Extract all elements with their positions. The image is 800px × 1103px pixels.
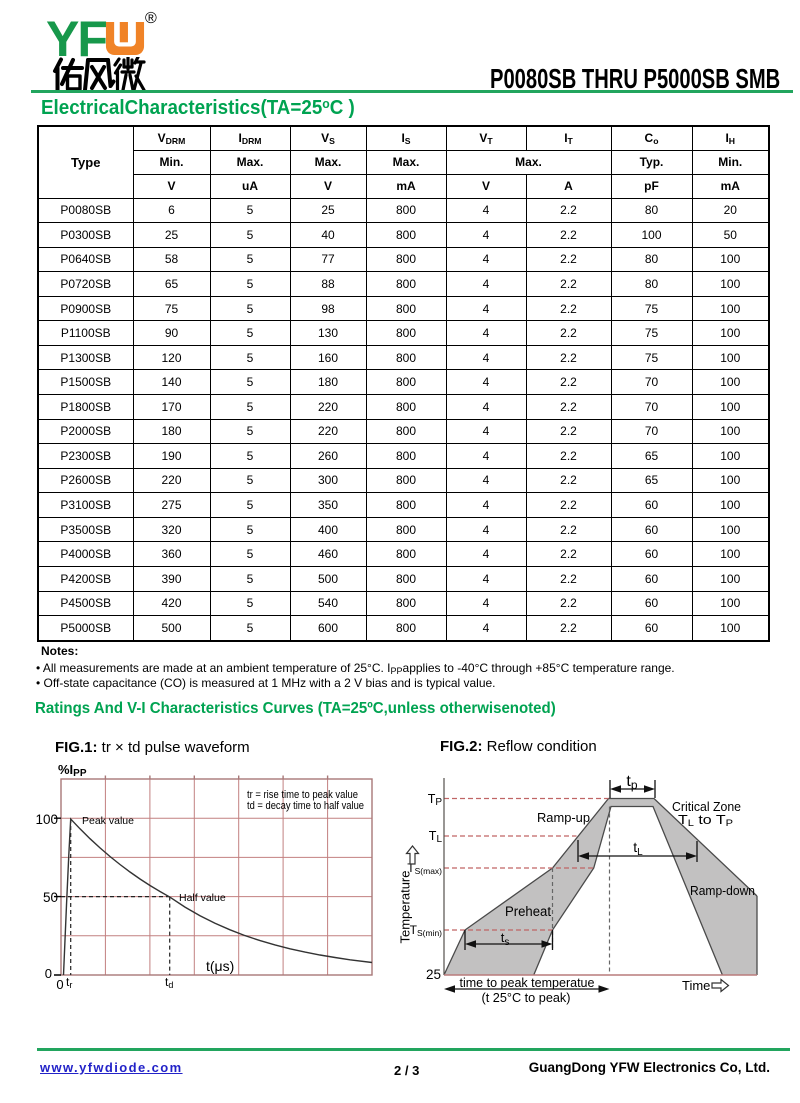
svg-text:t(μs): t(μs) <box>206 958 234 974</box>
svg-text:Temperature: Temperature <box>398 871 413 944</box>
svg-text:tL: tL <box>633 839 643 858</box>
svg-text:Critical Zone: Critical Zone <box>672 799 741 814</box>
svg-text:Ramp-down: Ramp-down <box>690 884 755 898</box>
svg-text:td = decay time to half value: td = decay time to half value <box>247 800 364 812</box>
svg-text:time to peak temperatue: time to peak temperatue <box>460 975 595 990</box>
svg-text:100: 100 <box>35 812 58 827</box>
svg-text:TS(min): TS(min) <box>410 923 443 938</box>
svg-text:TL: TL <box>429 829 443 845</box>
svg-text:td: td <box>165 975 173 990</box>
svg-text:50: 50 <box>43 890 58 905</box>
svg-text:TL to TP: TL to TP <box>678 812 733 828</box>
svg-text:Preheat: Preheat <box>505 904 551 919</box>
svg-text:25: 25 <box>426 967 441 982</box>
svg-text:Ramp-up: Ramp-up <box>537 810 590 825</box>
svg-text:Half value: Half value <box>179 892 226 904</box>
svg-text:0: 0 <box>45 966 52 981</box>
svg-text:Time: Time <box>682 978 710 993</box>
svg-text:tr: tr <box>66 975 72 990</box>
svg-text:TP: TP <box>428 792 443 808</box>
svg-text:%IPP: %IPP <box>58 762 87 779</box>
svg-text:(t 25°C to peak): (t 25°C to peak) <box>482 990 571 1005</box>
svg-text:0: 0 <box>56 977 63 992</box>
svg-text:tr = rise time to peak value: tr = rise time to peak value <box>247 789 358 801</box>
svg-text:ts: ts <box>501 930 510 948</box>
svg-text:Peak value: Peak value <box>82 815 134 827</box>
svg-text:tp: tp <box>626 773 637 792</box>
